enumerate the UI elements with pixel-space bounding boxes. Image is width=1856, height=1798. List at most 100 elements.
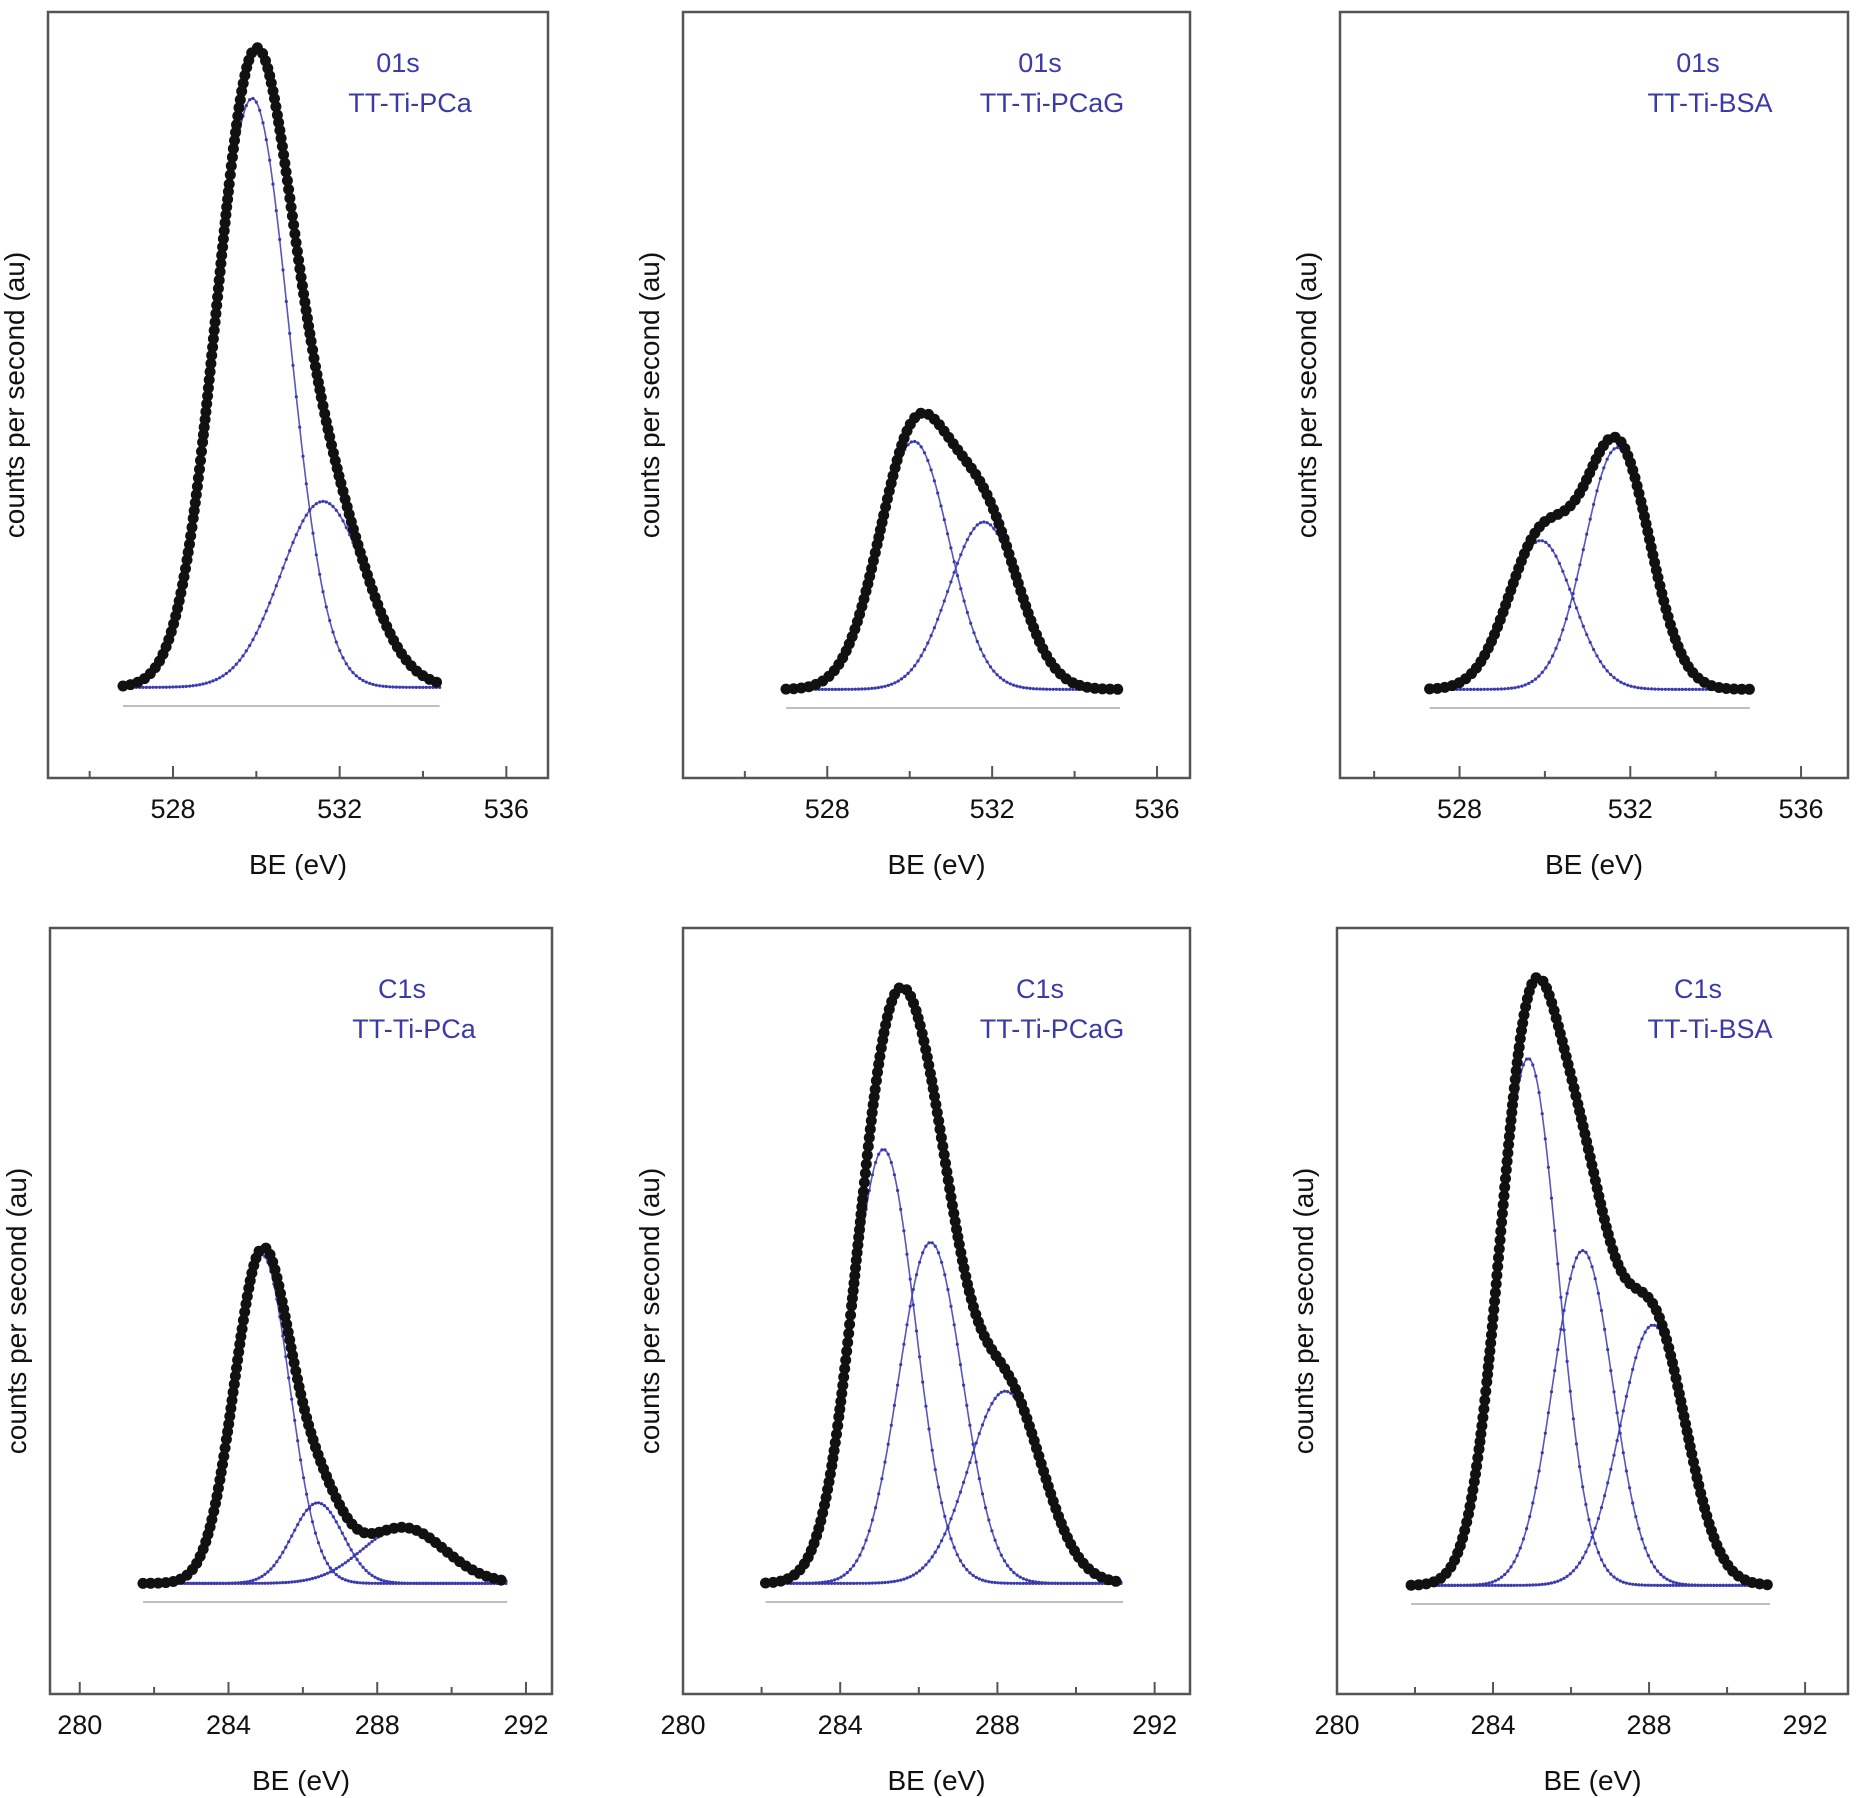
- fit-component-point: [1468, 1583, 1472, 1587]
- fit-component-point: [943, 1514, 947, 1518]
- fit-component-point: [400, 1581, 404, 1585]
- fit-component-point: [918, 1569, 922, 1573]
- fit-component-point: [942, 599, 946, 603]
- fit-component-point: [892, 1173, 897, 1177]
- fit-component-point: [186, 1581, 190, 1585]
- fit-component-point: [905, 1252, 909, 1256]
- fit-component-point: [200, 1581, 205, 1585]
- fit-component-point: [1571, 1265, 1575, 1269]
- fit-component-point: [1639, 686, 1643, 690]
- fit-component-point: [1609, 451, 1613, 455]
- data-point: [840, 1354, 852, 1366]
- x-axis-label: BE (eV): [887, 849, 985, 880]
- fit-component-point: [334, 1520, 338, 1524]
- fit-component-point: [972, 631, 976, 635]
- fit-component-point: [1599, 1558, 1604, 1562]
- fit-component-point: [296, 1439, 300, 1443]
- fit-component-point: [1559, 1327, 1563, 1331]
- fit-component-point: [197, 1581, 202, 1585]
- fit-component-point: [379, 1578, 383, 1582]
- fit-component-point: [1687, 1583, 1691, 1587]
- fit-component-point: [990, 1529, 994, 1533]
- data-point: [1489, 1287, 1501, 1299]
- fit-component-point: [1581, 1249, 1585, 1253]
- fit-component-point: [288, 331, 292, 335]
- fit-component-point: [969, 621, 973, 625]
- fit-component-point: [1603, 1564, 1607, 1568]
- fit-component-point: [988, 523, 993, 527]
- fit-component-2: [143, 1502, 508, 1585]
- fit-component-point: [1557, 638, 1561, 642]
- fit-component-point: [1518, 1546, 1522, 1550]
- data-point: [1472, 1452, 1484, 1464]
- fit-component-point: [927, 1241, 931, 1245]
- fit-component-point: [294, 395, 298, 399]
- plot-frame: [1335, 926, 1850, 1696]
- data-point: [202, 390, 214, 402]
- fit-component-point: [318, 572, 322, 576]
- fit-component-point: [266, 1570, 270, 1574]
- fit-component-point: [876, 686, 881, 690]
- fit-component-point: [1649, 1583, 1653, 1587]
- fit-component-point: [275, 1560, 279, 1564]
- sample-label: TT-Ti-PCaG: [980, 1014, 1125, 1044]
- fit-component-point: [1697, 687, 1701, 692]
- fit-component-point: [358, 1549, 362, 1553]
- fit-component-point: [299, 1458, 303, 1462]
- fit-component-point: [962, 599, 966, 603]
- fit-component-point: [830, 1581, 834, 1585]
- fit-component-point: [1565, 1574, 1569, 1578]
- fit-component-point: [358, 1581, 362, 1585]
- fit-component-point: [254, 100, 258, 104]
- fit-component-point: [1068, 687, 1072, 692]
- data-point: [938, 1149, 950, 1161]
- fit-component-point: [1615, 446, 1620, 450]
- data-point: [191, 481, 203, 492]
- fit-component-point: [1537, 539, 1541, 543]
- fit-component-point: [1540, 539, 1544, 543]
- fit-component-point: [483, 1581, 487, 1585]
- fit-component-point: [1605, 669, 1609, 673]
- fit-component-point: [1712, 1583, 1716, 1587]
- fit-component-point: [404, 685, 408, 689]
- fit-component-point: [979, 521, 983, 525]
- fit-component-point: [302, 1512, 306, 1517]
- x-tick-label: 288: [355, 1710, 400, 1740]
- fit-component-point: [1469, 687, 1473, 692]
- fit-component-point: [349, 1556, 353, 1560]
- fit-component-point: [394, 1581, 398, 1585]
- y-axis-label: counts per second (au): [634, 1168, 665, 1454]
- data-point: [1728, 683, 1740, 695]
- data-point: [294, 263, 306, 275]
- fit-component-point: [1646, 1326, 1650, 1330]
- fit-component-point: [424, 1581, 428, 1585]
- fit-component-point: [319, 1549, 324, 1553]
- data-point: [931, 1107, 943, 1119]
- data-point: [829, 1437, 841, 1449]
- data-point: [217, 241, 229, 253]
- fit-component-point: [820, 687, 824, 692]
- data-point: [1484, 1345, 1496, 1357]
- fit-component-point: [218, 676, 222, 680]
- fit-component-point: [811, 1581, 815, 1585]
- data-point: [291, 245, 303, 257]
- fit-component-point: [1621, 1451, 1625, 1455]
- fit-component-point: [827, 687, 831, 692]
- fit-component-point: [972, 527, 976, 531]
- fit-component-point: [361, 1565, 365, 1569]
- fit-component-point: [1540, 1112, 1544, 1116]
- fit-component-point: [1064, 687, 1068, 692]
- fit-component-point: [302, 1578, 306, 1583]
- fit-component-point: [1637, 1345, 1641, 1349]
- fit-component-point: [290, 1534, 294, 1538]
- fit-component-point: [1534, 1583, 1538, 1587]
- fit-component-point: [850, 687, 854, 691]
- fit-component-point: [257, 1581, 261, 1585]
- fit-component-point: [992, 669, 996, 673]
- fit-component-point: [798, 1581, 802, 1585]
- data-point: [1486, 1329, 1497, 1341]
- fit-component-point: [346, 1542, 350, 1547]
- fit-component-point: [977, 1477, 981, 1481]
- data-point: [1478, 1403, 1490, 1415]
- fit-component-point: [1649, 1560, 1653, 1564]
